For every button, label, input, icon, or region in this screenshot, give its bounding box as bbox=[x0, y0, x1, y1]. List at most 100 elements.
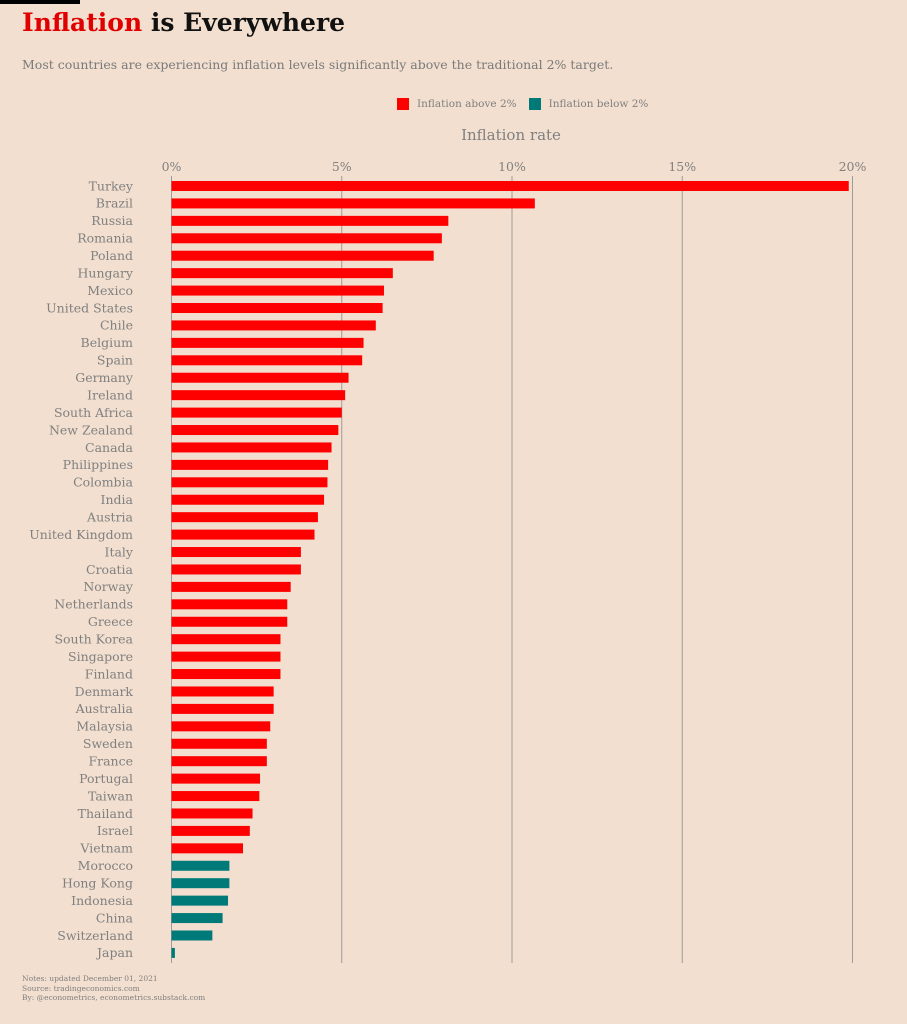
y-category-label: Switzerland bbox=[57, 928, 133, 943]
x-tick-label: 5% bbox=[332, 159, 352, 174]
y-category-label: Vietnam bbox=[79, 841, 133, 856]
bar-portugal bbox=[171, 773, 261, 784]
notes-source: Source: tradingeconomics.com bbox=[22, 983, 140, 993]
y-category-label: Portugal bbox=[79, 771, 133, 786]
y-category-label: Turkey bbox=[89, 178, 134, 193]
y-category-label: Russia bbox=[91, 213, 133, 228]
bar-colombia bbox=[171, 477, 328, 488]
y-category-label: India bbox=[101, 492, 134, 507]
bar-taiwan bbox=[171, 791, 260, 802]
y-category-label: China bbox=[96, 910, 134, 925]
y-category-label: Austria bbox=[86, 509, 133, 524]
bar-spain bbox=[171, 355, 363, 366]
x-tick-label: 10% bbox=[498, 159, 526, 174]
bar-hong-kong bbox=[171, 878, 230, 889]
bar-mexico bbox=[171, 285, 384, 296]
bar-south-africa bbox=[171, 407, 342, 418]
bar-netherlands bbox=[171, 599, 288, 610]
bar-denmark bbox=[171, 686, 274, 697]
y-category-label: Finland bbox=[85, 666, 133, 681]
chart-title: Inflation is Everywhere bbox=[22, 8, 345, 37]
bar-greece bbox=[171, 616, 288, 627]
bar-vietnam bbox=[171, 843, 244, 854]
bar-chile bbox=[171, 320, 376, 331]
y-category-label: South Korea bbox=[54, 631, 133, 646]
legend-label-below: Inflation below 2% bbox=[548, 98, 649, 110]
bar-canada bbox=[171, 442, 332, 453]
bar-germany bbox=[171, 372, 349, 383]
legend: Inflation above 2% Inflation below 2% bbox=[397, 98, 660, 110]
bar-malaysia bbox=[171, 721, 271, 732]
bar-austria bbox=[171, 512, 318, 523]
title-rest: is Everywhere bbox=[150, 8, 346, 37]
y-category-label: Greece bbox=[88, 614, 133, 629]
bar-brazil bbox=[171, 198, 535, 209]
y-category-label: Italy bbox=[105, 544, 134, 559]
notes: Notes: updated December 01, 2021 Source:… bbox=[22, 974, 205, 1003]
bar-morocco bbox=[171, 860, 230, 871]
y-category-label: Romania bbox=[77, 231, 133, 246]
y-category-label: Singapore bbox=[68, 649, 133, 664]
x-tick-label: 0% bbox=[162, 159, 182, 174]
bar-south-korea bbox=[171, 634, 281, 645]
bar-hungary bbox=[171, 268, 393, 279]
x-axis-title: Inflation rate bbox=[461, 126, 561, 144]
legend-swatch-above bbox=[397, 98, 409, 110]
y-category-label: Japan bbox=[95, 945, 133, 960]
bar-thailand bbox=[171, 808, 253, 819]
bar-united-kingdom bbox=[171, 529, 315, 540]
bar-singapore bbox=[171, 651, 281, 662]
legend-label-above: Inflation above 2% bbox=[417, 98, 517, 110]
y-category-label: Brazil bbox=[96, 196, 133, 211]
bar-finland bbox=[171, 669, 281, 680]
bar-israel bbox=[171, 825, 250, 836]
x-tick-label: 20% bbox=[839, 159, 867, 174]
bar-india bbox=[171, 494, 325, 505]
legend-item-above: Inflation above 2% bbox=[397, 98, 517, 110]
y-category-label: Philippines bbox=[63, 457, 133, 472]
top-accent-bar bbox=[0, 0, 80, 4]
bar-united-states bbox=[171, 303, 383, 314]
bar-philippines bbox=[171, 459, 329, 470]
y-category-label: Chile bbox=[100, 318, 133, 333]
bar-china bbox=[171, 913, 223, 924]
bar-romania bbox=[171, 233, 442, 244]
bar-poland bbox=[171, 250, 434, 261]
bar-croatia bbox=[171, 564, 301, 575]
y-category-label: Taiwan bbox=[88, 788, 133, 803]
bar-turkey bbox=[171, 181, 849, 191]
y-category-label: Poland bbox=[90, 248, 133, 263]
bar-ireland bbox=[171, 390, 346, 401]
y-category-label: Malaysia bbox=[76, 719, 133, 734]
y-category-label: Colombia bbox=[73, 475, 133, 490]
bar-norway bbox=[171, 581, 291, 592]
y-category-label: Israel bbox=[97, 823, 133, 838]
chart-subtitle: Most countries are experiencing inflatio… bbox=[22, 57, 614, 72]
bar-japan bbox=[171, 947, 175, 958]
notes-updated: Notes: updated December 01, 2021 bbox=[22, 974, 158, 983]
y-category-label: Sweden bbox=[83, 736, 133, 751]
y-category-label: Denmark bbox=[75, 684, 134, 699]
y-category-label: Croatia bbox=[86, 562, 134, 577]
bar-belgium bbox=[171, 337, 364, 348]
title-accent: Inflation bbox=[22, 8, 143, 37]
y-category-label: Spain bbox=[97, 353, 133, 368]
y-category-label: Indonesia bbox=[71, 893, 133, 908]
bar-australia bbox=[171, 703, 274, 714]
y-category-label: Canada bbox=[85, 440, 134, 455]
y-category-label: Hungary bbox=[78, 265, 134, 280]
notes-byline: By: @econometrics, econometrics.substack… bbox=[22, 993, 206, 1002]
y-category-label: Ireland bbox=[87, 387, 133, 402]
y-category-label: South Africa bbox=[54, 405, 134, 420]
y-category-label: New Zealand bbox=[49, 422, 133, 437]
bar-new-zealand bbox=[171, 425, 339, 436]
bar-russia bbox=[171, 215, 449, 226]
bar-italy bbox=[171, 547, 301, 558]
y-category-label: Germany bbox=[75, 370, 134, 385]
bar-sweden bbox=[171, 738, 267, 749]
legend-swatch-below bbox=[528, 98, 541, 110]
y-category-label: Netherlands bbox=[54, 597, 133, 612]
y-category-label: Mexico bbox=[87, 283, 133, 298]
bar-indonesia bbox=[171, 895, 229, 906]
